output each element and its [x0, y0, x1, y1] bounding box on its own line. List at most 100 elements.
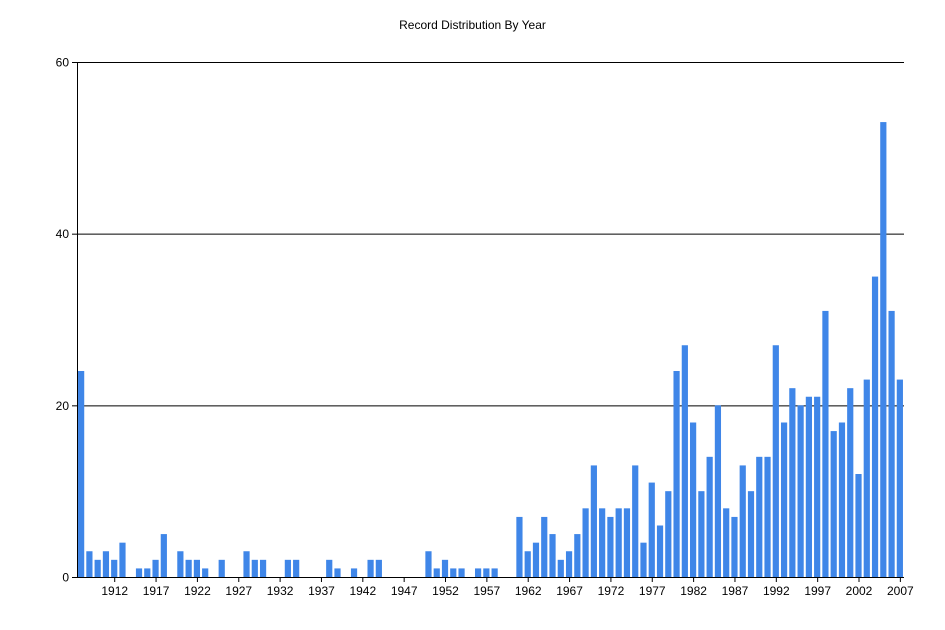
bar [193, 559, 201, 577]
bar [102, 551, 110, 577]
bar [640, 542, 647, 577]
bar [541, 516, 548, 577]
x-axis-ticks: 1912 1917 1922 1927 1932 1937 1942 1947 1952 1957… [101, 577, 914, 598]
bar [334, 568, 341, 577]
bar [756, 456, 763, 577]
bar [623, 508, 631, 577]
bar [880, 122, 887, 577]
bar [747, 491, 755, 577]
bar [259, 559, 267, 577]
bar [326, 559, 333, 577]
bar [152, 559, 159, 577]
bar [202, 568, 209, 577]
x-tick-label: 1922 [184, 584, 211, 598]
bar [665, 491, 672, 577]
bar [144, 568, 151, 577]
bar [805, 396, 812, 577]
bar [86, 551, 93, 577]
bar [565, 551, 573, 577]
bar [160, 534, 167, 577]
bar [582, 508, 589, 577]
bar [706, 456, 713, 577]
x-tick-label: 1932 [267, 584, 294, 598]
bar [599, 508, 606, 577]
bar [656, 525, 664, 577]
bar [474, 568, 482, 577]
bar [557, 559, 564, 577]
bar [896, 379, 903, 577]
bar [78, 371, 85, 577]
y-axis-ticks: 0 20 40 60 [56, 56, 77, 585]
x-tick-label: 1947 [391, 584, 418, 598]
y-tick-label: 0 [62, 571, 69, 585]
bar [516, 516, 523, 577]
x-tick-label: 1942 [349, 584, 376, 598]
bar [780, 422, 788, 577]
x-tick-label: 1927 [225, 584, 252, 598]
bar [888, 310, 895, 577]
x-tick-label: 2007 [887, 584, 914, 598]
x-tick-label: 2002 [846, 584, 873, 598]
bar [673, 371, 680, 577]
y-tick-label: 40 [56, 227, 70, 241]
bar [772, 345, 779, 577]
bar [698, 491, 705, 577]
bar [185, 559, 192, 577]
bar [532, 542, 540, 577]
bar [607, 516, 614, 577]
x-tick-label: 1917 [143, 584, 170, 598]
x-tick-label: 1937 [308, 584, 335, 598]
bar [483, 568, 490, 577]
bar [350, 568, 358, 577]
bar [243, 551, 250, 577]
bar [441, 559, 449, 577]
bar [111, 559, 118, 577]
bar [838, 422, 846, 577]
bar [871, 276, 879, 577]
x-tick-label: 1912 [101, 584, 128, 598]
bar [690, 422, 697, 577]
bar [491, 568, 498, 577]
y-tick-label: 20 [56, 399, 70, 413]
bar [739, 465, 746, 577]
bar [425, 551, 432, 577]
bar [615, 508, 622, 577]
bar [847, 388, 854, 577]
bar [218, 559, 225, 577]
bar [293, 559, 300, 577]
bar [590, 465, 597, 577]
bar [450, 568, 457, 577]
bar [723, 508, 730, 577]
chart-title: Record Distribution By Year [399, 18, 546, 32]
x-tick-label: 1982 [680, 584, 707, 598]
x-tick-label: 1967 [556, 584, 583, 598]
bar [855, 474, 862, 577]
bar [433, 568, 440, 577]
x-tick-label: 1977 [639, 584, 666, 598]
bar [632, 465, 639, 577]
axes [77, 62, 904, 578]
bar [830, 431, 837, 577]
gridlines [77, 62, 904, 407]
x-tick-label: 1987 [722, 584, 749, 598]
x-tick-label: 1997 [804, 584, 831, 598]
bar [524, 551, 531, 577]
x-tick-label: 1972 [598, 584, 625, 598]
bar [574, 534, 581, 577]
bar [284, 559, 291, 577]
x-tick-label: 1992 [763, 584, 790, 598]
bar [549, 534, 556, 577]
bar [177, 551, 184, 577]
bar [714, 405, 722, 577]
y-tick-label: 60 [56, 56, 70, 70]
bar [119, 542, 126, 577]
bar [94, 559, 101, 577]
bar [367, 559, 374, 577]
bars [78, 122, 903, 577]
bar [863, 379, 870, 577]
bar [797, 405, 804, 577]
bar [648, 482, 655, 577]
bar [681, 345, 688, 577]
bar [135, 568, 143, 577]
bar [764, 456, 771, 577]
